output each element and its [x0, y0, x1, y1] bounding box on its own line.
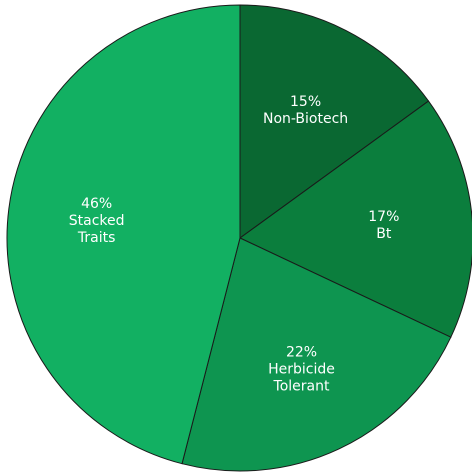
- slice-label: Stacked Traits: [69, 213, 125, 246]
- slice-percent: 22%: [286, 345, 317, 361]
- slice-percent: 17%: [368, 209, 399, 225]
- slice-label: Non-Biotech: [263, 111, 348, 127]
- slice-percent: 46%: [81, 196, 112, 212]
- slice-label: Herbicide Tolerant: [268, 362, 335, 395]
- slice-percent: 15%: [290, 94, 321, 110]
- pie-slice: [239, 4, 430, 239]
- pie-slice: [6, 4, 241, 465]
- slice-label: Bt: [376, 226, 392, 242]
- pie-slice: [181, 237, 452, 472]
